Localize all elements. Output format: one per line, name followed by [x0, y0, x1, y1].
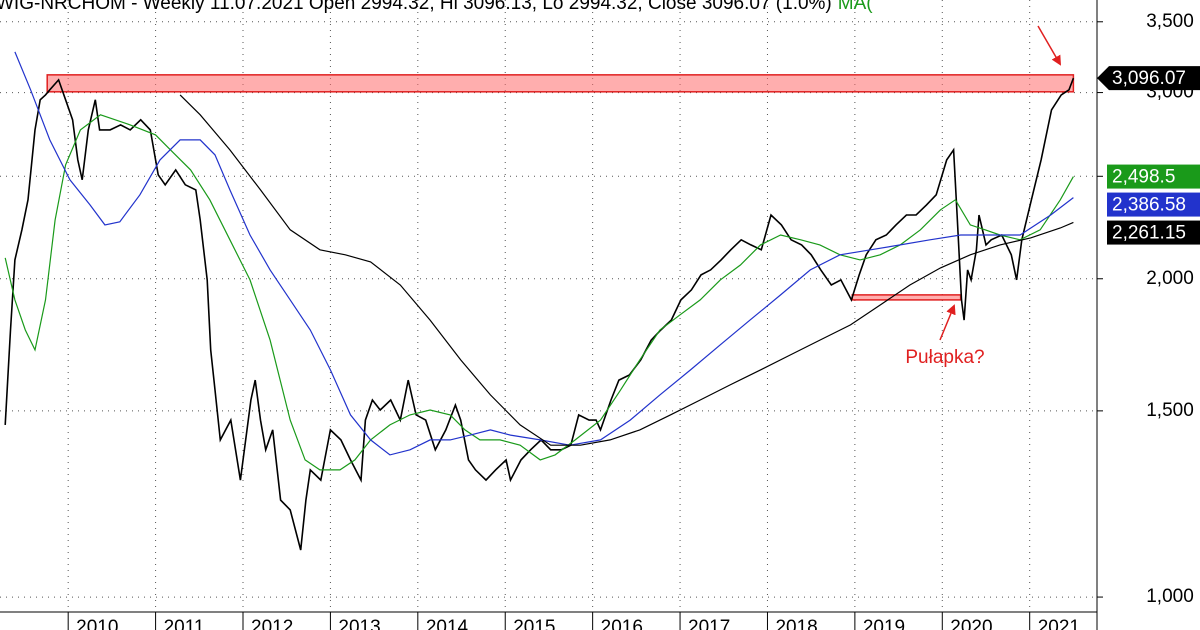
series-line	[4, 77, 1075, 551]
x-tick-label: 2021	[1038, 617, 1080, 630]
x-tick-label: 2010	[76, 617, 118, 630]
x-tick-label: 2013	[338, 617, 380, 630]
arrow	[939, 304, 956, 341]
end-labels: 3,096.07 2,498.5 2,386.58 2,261.15	[1097, 66, 1200, 245]
x-tick-label: 2017	[688, 617, 730, 630]
series-line	[179, 94, 1074, 446]
end-label: 2,386.58	[1112, 195, 1186, 216]
end-label: 2,261.15	[1112, 223, 1186, 244]
x-tick-label: 2018	[775, 617, 817, 630]
zones	[46, 74, 1075, 301]
series-line	[14, 51, 1074, 456]
end-label: 2,498.5	[1112, 167, 1175, 188]
y-tick-label: 3,500	[1146, 11, 1194, 32]
y-tick-label: 2,000	[1146, 268, 1194, 289]
zone	[46, 74, 1075, 93]
end-label-box	[1107, 164, 1200, 189]
zone	[851, 294, 962, 301]
end-label-box	[1097, 66, 1200, 91]
end-label-box	[1107, 220, 1200, 245]
x-tick-label: 2019	[863, 617, 905, 630]
ma-label: MA(	[838, 0, 874, 14]
x-tick-label: 2014	[426, 617, 469, 630]
x-tick-label: 2015	[513, 617, 555, 630]
y-tick-label: 1,500	[1146, 400, 1194, 421]
annotation: Pułapka?	[905, 347, 984, 368]
chart-title: WIG-NRCHOM - Weekly 11.07.2021 Open 2994…	[0, 0, 832, 14]
lines	[4, 51, 1075, 551]
end-label: 3,096.07	[1112, 68, 1186, 89]
x-tick-label: 2020	[950, 617, 992, 630]
x-tick-label: 2012	[251, 617, 293, 630]
x-tick-label: 2016	[601, 617, 643, 630]
arrow	[1037, 25, 1062, 66]
x-tick-label: 2011	[164, 617, 205, 630]
end-label-box	[1107, 192, 1200, 217]
y-tick-label: 1,000	[1146, 586, 1194, 607]
axes: 1,0001,5002,0002,5003,0003,5002010201120…	[67, 11, 1194, 630]
series-line	[4, 114, 1074, 471]
